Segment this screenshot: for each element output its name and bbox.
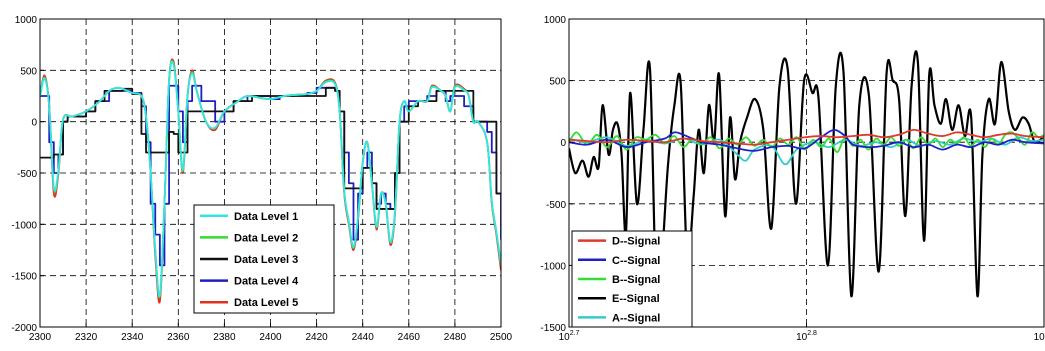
x-tick-label: 2460: [398, 332, 421, 343]
right-chart-ticks: 102.7 102.8 102.9 -1500 -1000 -500 0 500 1000: [540, 15, 1045, 343]
y-tick-label: -500: [546, 200, 566, 211]
right-chart: 102.7 102.8 102.9 -1500 -1000 -500 0 500 1000 D-…: [540, 15, 1045, 343]
series-line-d-signal: [569, 128, 1044, 146]
series-line-c-signal: [569, 128, 1044, 152]
x-tick-label: 2440: [352, 332, 375, 343]
x-tick-label: 2360: [167, 332, 190, 343]
series-line-data-level-4: [40, 84, 501, 267]
right-chart-legend: D--Signal C--Signal B--Signal E--Signal A--S…: [571, 230, 693, 328]
y-tick-label: 500: [549, 77, 566, 88]
legend-label: A--Signal: [612, 312, 660, 324]
legend-label: Data Level 4: [234, 276, 299, 288]
series-line-data-level-3: [40, 86, 501, 210]
left-chart-legend: Data Level 1 Data Level 2 Data Level 3 Data…: [193, 204, 335, 314]
left-chart-series: [40, 58, 501, 304]
left-chart-ticks: 2300 2320 2340 2360 2380 2400 2420 2440 2460 2480…: [11, 15, 512, 343]
y-tick-label: -1000: [11, 220, 37, 231]
y-tick-label: 0: [31, 118, 37, 129]
x-tick-label: 102.8: [796, 330, 817, 343]
series-line-b-signal: [569, 131, 1044, 153]
x-tick-label: 102.9: [1034, 330, 1045, 343]
y-tick-label: -1500: [540, 323, 566, 334]
legend-label: B--Signal: [612, 274, 660, 286]
x-tick-label: 2380: [213, 332, 236, 343]
y-tick-label: -2000: [11, 323, 37, 334]
y-tick-label: -1000: [540, 261, 566, 272]
y-tick-label: 500: [20, 66, 37, 77]
legend-label: Data Level 3: [234, 254, 298, 266]
right-chart-grid: [569, 19, 1044, 327]
legend-label: C--Signal: [612, 255, 660, 267]
legend-label: Data Level 2: [234, 232, 298, 244]
y-tick-label: 1000: [544, 15, 567, 26]
x-tick-label: 2420: [305, 332, 328, 343]
y-tick-label: 0: [560, 138, 566, 149]
x-tick-label: 102.7: [559, 330, 580, 343]
x-tick-label: 2480: [444, 332, 467, 343]
legend-label: Data Level 5: [234, 297, 298, 309]
x-tick-label: 2500: [490, 332, 513, 343]
legend-label: D--Signal: [612, 236, 660, 248]
x-tick-label: 2300: [29, 332, 52, 343]
left-chart: 2300 2320 2340 2360 2380 2400 2420 2440 2460 2480…: [11, 15, 512, 343]
legend-label: E--Signal: [612, 293, 660, 305]
y-tick-label: -1500: [11, 272, 37, 283]
series-line-e-signal: [569, 50, 1044, 315]
y-tick-label: 1000: [15, 15, 38, 26]
y-tick-label: -500: [17, 169, 37, 180]
legend-label: Data Level 1: [234, 211, 298, 223]
x-tick-label: 2320: [75, 332, 98, 343]
right-chart-series: [569, 50, 1044, 315]
series-line-data-level-1: [40, 60, 501, 298]
x-tick-label: 2400: [259, 332, 282, 343]
x-tick-label: 2340: [121, 332, 144, 343]
